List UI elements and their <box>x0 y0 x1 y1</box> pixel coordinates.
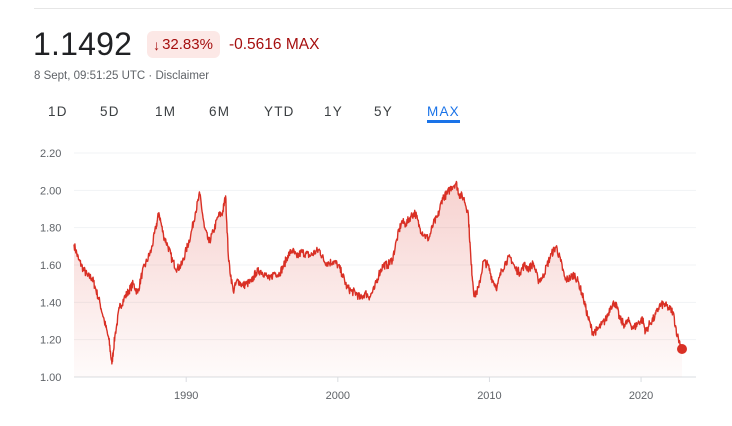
tab-max[interactable]: MAX <box>427 104 460 123</box>
range-tabs: 1D 5D 1M 6M YTD 1Y 5Y MAX <box>0 104 732 126</box>
tab-1m[interactable]: 1M <box>155 104 177 119</box>
tab-1y[interactable]: 1Y <box>324 104 343 119</box>
meta-separator: · <box>145 70 156 82</box>
tab-5d[interactable]: 5D <box>100 104 120 119</box>
quote-header: 1.1492 ↓ 32.83% -0.5616 MAX <box>33 26 319 63</box>
disclaimer-link[interactable]: Disclaimer <box>155 70 210 82</box>
x-tick-label: 2010 <box>477 390 501 402</box>
x-tick-label: 2000 <box>326 390 350 402</box>
x-tick-label: 1990 <box>174 390 198 402</box>
y-tick-label: 1.40 <box>40 297 61 309</box>
y-tick-label: 2.00 <box>40 185 61 197</box>
y-axis: 1.00 1.20 1.40 1.60 1.80 2.00 2.20 <box>40 148 61 384</box>
x-tick-label: 2020 <box>629 390 653 402</box>
x-axis: 1990 2000 2010 2020 <box>174 377 653 402</box>
current-price-dot <box>677 344 687 354</box>
y-tick-label: 1.80 <box>40 223 61 235</box>
tab-ytd[interactable]: YTD <box>264 104 295 119</box>
percent-change-badge: ↓ 32.83% <box>147 31 220 58</box>
arrow-down-icon: ↓ <box>153 36 161 53</box>
tab-1d[interactable]: 1D <box>48 104 68 119</box>
tab-5y[interactable]: 5Y <box>374 104 393 119</box>
y-tick-label: 1.60 <box>40 260 61 272</box>
quote-meta: 8 Sept, 09:51:25 UTC · Disclaimer <box>34 70 209 82</box>
y-tick-label: 2.20 <box>40 148 61 160</box>
y-tick-label: 1.20 <box>40 335 61 347</box>
price-area-fill <box>74 181 682 377</box>
y-tick-label: 1.00 <box>40 372 61 384</box>
absolute-change: -0.5616 MAX <box>228 35 320 53</box>
price-line <box>73 180 683 365</box>
tab-6m[interactable]: 6M <box>209 104 231 119</box>
current-price: 1.1492 <box>33 26 133 62</box>
top-divider <box>34 8 732 9</box>
timestamp: 8 Sept, 09:51:25 UTC <box>34 70 146 82</box>
percent-change-value: 32.83% <box>162 36 213 53</box>
